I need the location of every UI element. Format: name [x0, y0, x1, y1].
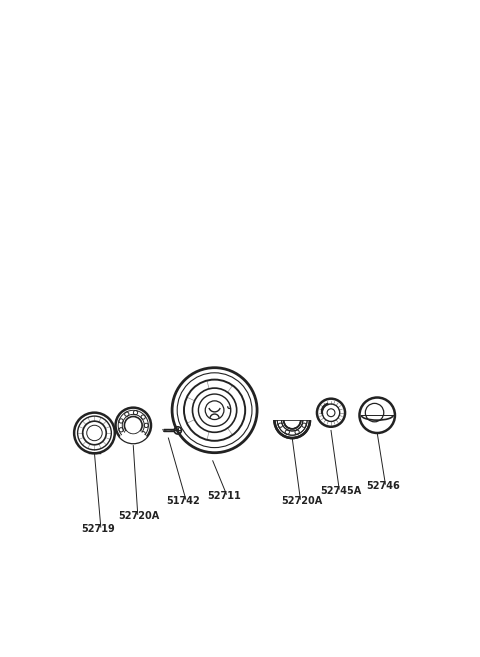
Polygon shape	[271, 394, 313, 420]
Text: 52720A: 52720A	[119, 511, 160, 522]
Text: 52719: 52719	[82, 524, 115, 534]
Text: 52720A: 52720A	[281, 496, 323, 506]
Text: 52746: 52746	[366, 481, 400, 491]
Text: 51742: 51742	[167, 496, 200, 506]
Text: 52745A: 52745A	[320, 486, 361, 496]
Text: 52711: 52711	[207, 491, 241, 501]
Wedge shape	[120, 431, 147, 443]
